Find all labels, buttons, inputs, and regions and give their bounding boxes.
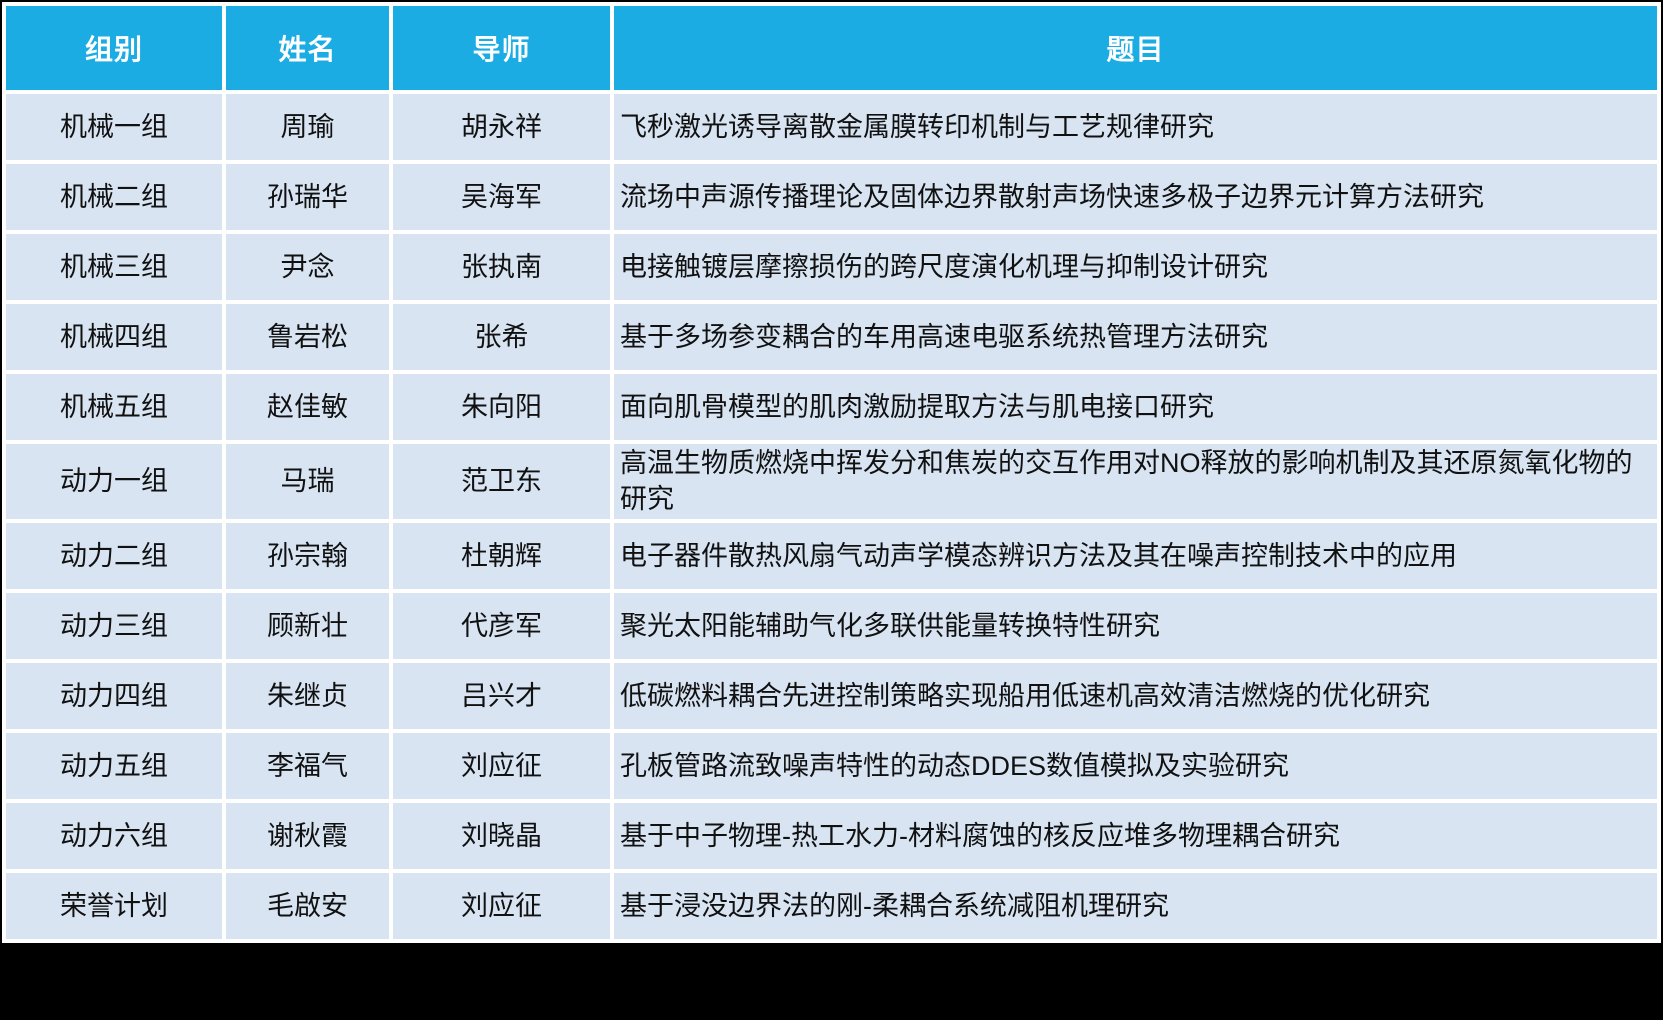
table-row: 机械五组 赵佳敏 朱向阳 面向肌骨模型的肌肉激励提取方法与肌电接口研究 bbox=[2, 370, 1661, 444]
advisor-cell: 吴海军 bbox=[389, 160, 614, 234]
advisor-cell: 朱向阳 bbox=[389, 370, 614, 444]
advisor-cell: 刘应征 bbox=[389, 728, 614, 803]
group-cell: 机械四组 bbox=[2, 300, 226, 374]
title-cell: 电接触镀层摩擦损伤的跨尺度演化机理与抑制设计研究 bbox=[610, 230, 1661, 304]
group-cell: 动力二组 bbox=[2, 518, 226, 593]
advisor-cell: 杜朝辉 bbox=[389, 518, 614, 593]
title-cell: 流场中声源传播理论及固体边界散射声场快速多极子边界元计算方法研究 bbox=[610, 160, 1661, 234]
group-cell: 荣誉计划 bbox=[2, 868, 226, 943]
title-cell: 基于中子物理-热工水力-材料腐蚀的核反应堆多物理耦合研究 bbox=[610, 798, 1661, 873]
name-cell: 朱继贞 bbox=[222, 658, 393, 733]
name-cell: 毛啟安 bbox=[222, 868, 393, 943]
table-row: 动力二组 孙宗翰 杜朝辉 电子器件散热风扇气动声学模态辨识方法及其在噪声控制技术… bbox=[2, 518, 1661, 593]
advisor-cell: 范卫东 bbox=[389, 440, 614, 523]
name-cell: 周瑜 bbox=[222, 90, 393, 164]
group-cell: 动力一组 bbox=[2, 440, 226, 523]
advisor-cell: 张执南 bbox=[389, 230, 614, 304]
assignment-table: 组别 姓名 导师 题目 机械一组 周瑜 胡永祥 飞秒激光诱导离散金属膜转印机制与… bbox=[2, 2, 1661, 943]
name-cell: 谢秋霞 bbox=[222, 798, 393, 873]
name-cell: 赵佳敏 bbox=[222, 370, 393, 444]
group-cell: 动力五组 bbox=[2, 728, 226, 803]
advisor-cell: 吕兴才 bbox=[389, 658, 614, 733]
group-cell: 动力六组 bbox=[2, 798, 226, 873]
title-cell: 低碳燃料耦合先进控制策略实现船用低速机高效清洁燃烧的优化研究 bbox=[610, 658, 1661, 733]
advisor-cell: 刘应征 bbox=[389, 868, 614, 943]
advisor-cell: 胡永祥 bbox=[389, 90, 614, 164]
title-cell: 飞秒激光诱导离散金属膜转印机制与工艺规律研究 bbox=[610, 90, 1661, 164]
col-header-name: 姓名 bbox=[222, 2, 393, 94]
group-cell: 机械一组 bbox=[2, 90, 226, 164]
title-cell: 基于浸没边界法的刚-柔耦合系统减阻机理研究 bbox=[610, 868, 1661, 943]
title-cell: 面向肌骨模型的肌肉激励提取方法与肌电接口研究 bbox=[610, 370, 1661, 444]
advisor-cell: 代彦军 bbox=[389, 588, 614, 663]
title-cell: 孔板管路流致噪声特性的动态DDES数值模拟及实验研究 bbox=[610, 728, 1661, 803]
col-header-title: 题目 bbox=[610, 2, 1661, 94]
name-cell: 马瑞 bbox=[222, 440, 393, 523]
group-cell: 机械五组 bbox=[2, 370, 226, 444]
col-header-group: 组别 bbox=[2, 2, 226, 94]
col-header-advisor: 导师 bbox=[389, 2, 614, 94]
table-body: 机械一组 周瑜 胡永祥 飞秒激光诱导离散金属膜转印机制与工艺规律研究 机械二组 … bbox=[2, 90, 1661, 943]
name-cell: 尹念 bbox=[222, 230, 393, 304]
title-cell: 高温生物质燃烧中挥发分和焦炭的交互作用对NO释放的影响机制及其还原氮氧化物的研究 bbox=[610, 440, 1661, 523]
name-cell: 鲁岩松 bbox=[222, 300, 393, 374]
group-cell: 动力四组 bbox=[2, 658, 226, 733]
table-row: 荣誉计划 毛啟安 刘应征 基于浸没边界法的刚-柔耦合系统减阻机理研究 bbox=[2, 868, 1661, 943]
name-cell: 孙瑞华 bbox=[222, 160, 393, 234]
advisor-cell: 张希 bbox=[389, 300, 614, 374]
group-cell: 机械二组 bbox=[2, 160, 226, 234]
table-row: 动力六组 谢秋霞 刘晓晶 基于中子物理-热工水力-材料腐蚀的核反应堆多物理耦合研… bbox=[2, 798, 1661, 873]
advisor-cell: 刘晓晶 bbox=[389, 798, 614, 873]
table-row: 机械二组 孙瑞华 吴海军 流场中声源传播理论及固体边界散射声场快速多极子边界元计… bbox=[2, 160, 1661, 234]
table-row: 动力五组 李福气 刘应征 孔板管路流致噪声特性的动态DDES数值模拟及实验研究 bbox=[2, 728, 1661, 803]
group-cell: 动力三组 bbox=[2, 588, 226, 663]
title-cell: 聚光太阳能辅助气化多联供能量转换特性研究 bbox=[610, 588, 1661, 663]
table-row: 机械四组 鲁岩松 张希 基于多场参变耦合的车用高速电驱系统热管理方法研究 bbox=[2, 300, 1661, 374]
table-header: 组别 姓名 导师 题目 bbox=[2, 2, 1661, 94]
title-cell: 电子器件散热风扇气动声学模态辨识方法及其在噪声控制技术中的应用 bbox=[610, 518, 1661, 593]
table-row: 机械三组 尹念 张执南 电接触镀层摩擦损伤的跨尺度演化机理与抑制设计研究 bbox=[2, 230, 1661, 304]
table-row: 机械一组 周瑜 胡永祥 飞秒激光诱导离散金属膜转印机制与工艺规律研究 bbox=[2, 90, 1661, 164]
header-row: 组别 姓名 导师 题目 bbox=[2, 2, 1661, 94]
name-cell: 李福气 bbox=[222, 728, 393, 803]
table-row: 动力三组 顾新壮 代彦军 聚光太阳能辅助气化多联供能量转换特性研究 bbox=[2, 588, 1661, 663]
name-cell: 顾新壮 bbox=[222, 588, 393, 663]
title-cell: 基于多场参变耦合的车用高速电驱系统热管理方法研究 bbox=[610, 300, 1661, 374]
table-row: 动力四组 朱继贞 吕兴才 低碳燃料耦合先进控制策略实现船用低速机高效清洁燃烧的优… bbox=[2, 658, 1661, 733]
group-cell: 机械三组 bbox=[2, 230, 226, 304]
table-row: 动力一组 马瑞 范卫东 高温生物质燃烧中挥发分和焦炭的交互作用对NO释放的影响机… bbox=[2, 440, 1661, 523]
name-cell: 孙宗翰 bbox=[222, 518, 393, 593]
bottom-black-band bbox=[2, 942, 1661, 1018]
